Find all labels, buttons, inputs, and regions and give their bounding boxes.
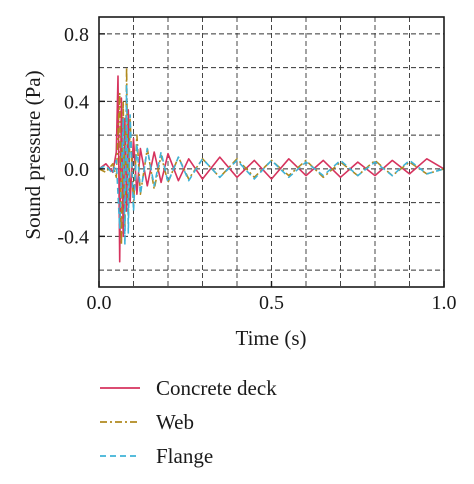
y-tick-label: 0.4 — [64, 91, 89, 113]
y-tick-label: 0.8 — [64, 24, 89, 46]
legend-label: Web — [156, 410, 194, 434]
legend-label: Flange — [156, 444, 213, 468]
tick-labels: 0.0 0.5 1.0 -0.4 0.0 0.4 0.8 — [57, 24, 456, 314]
y-axis-label: Sound pressure (Pa) — [21, 70, 45, 239]
axis-ticks — [98, 33, 445, 287]
x-tick-label: 1.0 — [432, 292, 457, 314]
legend: Concrete deck Web Flange — [100, 376, 277, 468]
legend-label: Concrete deck — [156, 376, 277, 400]
x-tick-label: 0.5 — [259, 292, 284, 314]
series-lines — [98, 66, 445, 263]
y-tick-label: -0.4 — [57, 226, 89, 248]
series-line-flange — [98, 83, 445, 246]
x-axis-label: Time (s) — [236, 326, 307, 350]
y-tick-label: 0.0 — [64, 159, 89, 181]
x-tick-label: 0.0 — [87, 292, 112, 314]
series-line-web — [98, 66, 445, 246]
grid — [99, 17, 444, 287]
